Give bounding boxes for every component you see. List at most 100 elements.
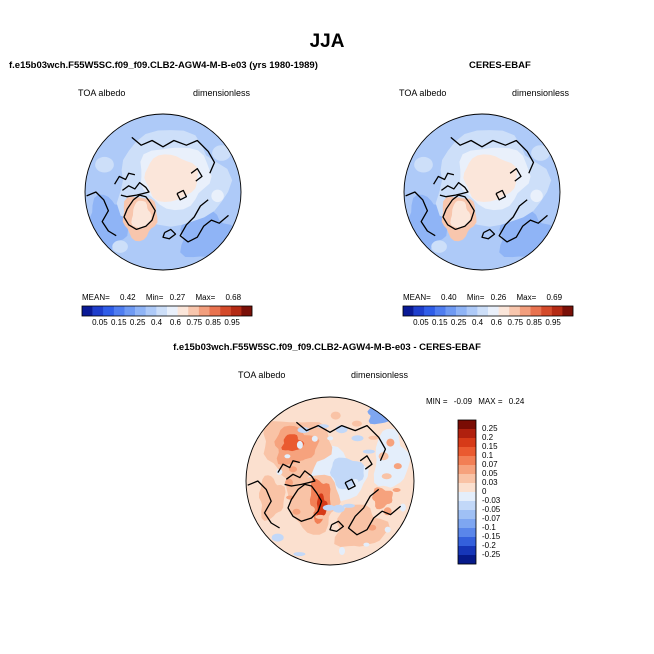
colorbar-tick-label: -0.25	[482, 550, 501, 559]
colorbar-box	[509, 306, 521, 316]
panel2-mean-label: MEAN=	[403, 293, 431, 302]
field-region	[259, 475, 286, 521]
colorbar-tick-label: 0.95	[545, 318, 561, 327]
field-region	[284, 454, 291, 459]
colorbar-box	[541, 306, 552, 316]
coastline	[405, 191, 436, 237]
field-region	[351, 435, 364, 442]
coastline	[123, 194, 156, 231]
panel3-left-label: TOA albedo	[238, 370, 286, 380]
field-region	[131, 200, 152, 229]
coastline	[287, 483, 323, 522]
field-region	[297, 427, 310, 433]
coastlines	[247, 421, 402, 536]
panel1-min-label: Min=	[145, 293, 164, 302]
colorbar-box	[458, 546, 476, 556]
colorbar-tick-label: 0.85	[205, 318, 221, 327]
field-region	[311, 435, 318, 442]
coastline	[179, 199, 229, 243]
field-region	[367, 402, 400, 425]
colorbar-tick-label: -0.2	[482, 541, 496, 550]
panel3-max-label: MAX =	[478, 397, 503, 406]
panel1-stats: MEAN= 0.42 Min= 0.27 Max= 0.68	[82, 293, 241, 302]
colorbar-box	[519, 306, 531, 316]
colorbar-box	[458, 483, 476, 493]
figure-title: JJA	[309, 31, 345, 52]
coastline	[439, 181, 469, 198]
colorbar-tick-label: 0.15	[110, 318, 127, 327]
field-region	[304, 505, 315, 514]
colorbar-box	[498, 306, 510, 316]
colorbar-tick-label: 0.25	[129, 318, 146, 327]
colorbar-box	[458, 429, 476, 439]
panel1-min-value: 0.27	[169, 293, 186, 302]
colorbar-tick-label: 0	[482, 487, 487, 496]
panel2-mean-value: 0.40	[441, 293, 457, 302]
panel3-map	[245, 396, 415, 566]
field-region	[392, 488, 401, 492]
field-region	[212, 145, 231, 161]
colorbar-box	[145, 306, 157, 316]
colorbar-box	[92, 306, 104, 316]
colorbar-box	[458, 447, 476, 457]
colorbar-tick-label: -0.05	[482, 505, 501, 514]
field-region	[334, 504, 390, 547]
field-region	[276, 469, 283, 475]
coastline	[131, 136, 216, 174]
colorbar-tick-label: -0.07	[482, 514, 501, 523]
coastline	[176, 189, 188, 201]
field-region	[343, 503, 355, 508]
field-region	[296, 474, 307, 483]
field-region	[386, 438, 395, 447]
field-region	[414, 156, 433, 173]
field-region	[371, 487, 393, 510]
colorbar-box	[456, 306, 467, 316]
panel1-mean-label: MEAN=	[82, 293, 110, 302]
colorbar-frame	[81, 305, 253, 317]
colorbar-box	[458, 474, 476, 484]
panel2-max-label: Max=	[516, 293, 537, 302]
colorbar-box	[434, 306, 446, 316]
colorbar-frame	[402, 305, 574, 317]
coastline	[295, 421, 387, 462]
map-border	[245, 396, 415, 566]
field-region	[339, 547, 345, 555]
colorbar-tick-label: 0.6	[169, 318, 181, 327]
colorbar-box	[458, 465, 476, 475]
colorbar-tick-label: 0.2	[482, 433, 494, 442]
colorbar-box	[403, 306, 414, 316]
colorbar-frame	[457, 419, 477, 565]
panel1-map	[84, 113, 242, 271]
colorbar-box	[458, 555, 476, 565]
panel3-right-label: dimensionless	[351, 370, 409, 380]
field-region	[271, 533, 284, 542]
colorbar-box	[82, 306, 93, 316]
colorbar-box	[413, 306, 425, 316]
coastline	[498, 199, 548, 243]
colorbar-box	[458, 420, 476, 430]
field-region	[351, 420, 362, 427]
colorbar-tick-label: 0.6	[490, 318, 502, 327]
coastline	[120, 181, 150, 198]
panel2-min-value: 0.26	[490, 293, 507, 302]
colorbar-box	[124, 306, 136, 316]
colorbar-tick-label: 0.1	[482, 451, 494, 460]
panel2-right-label: dimensionless	[512, 88, 570, 98]
colorbar-box	[156, 306, 168, 316]
colorbar-tick-label: 0.4	[471, 318, 484, 327]
colorbar-box	[458, 528, 476, 538]
colorbar-box	[488, 306, 499, 316]
field-region	[399, 503, 406, 512]
colorbar-box	[188, 306, 200, 316]
panel3-max-value: 0.24	[508, 397, 525, 406]
field-region	[316, 493, 328, 518]
field-region	[296, 440, 303, 449]
colorbar-box	[198, 306, 210, 316]
colorbar-tick-label: 0.25	[482, 424, 498, 433]
field-region	[450, 200, 471, 229]
panel1-right-label: dimensionless	[193, 88, 251, 98]
panel1-max-value: 0.68	[225, 293, 242, 302]
colorbar-tick-label: 0.15	[431, 318, 448, 327]
field-region	[315, 514, 326, 519]
colorbar-box	[466, 306, 478, 316]
